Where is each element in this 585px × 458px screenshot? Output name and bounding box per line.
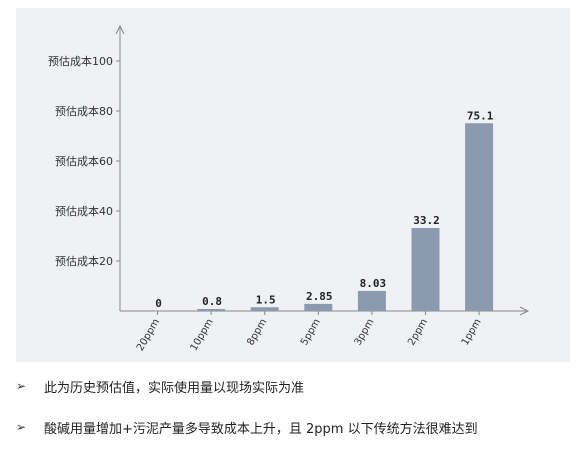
y-tick-label: 预估成本60 bbox=[55, 154, 113, 168]
note-text: 酸碱用量增加+污泥产量多导致成本上升，且 2ppm 以下传统方法很难达到 bbox=[44, 421, 478, 437]
chart-bar bbox=[357, 290, 386, 311]
data-label: 2.85 bbox=[306, 290, 333, 303]
chart-bar bbox=[465, 123, 494, 311]
arrow-bullet-icon: ➢ bbox=[16, 379, 27, 393]
chart-panel: 预估成本20 预估成本40 预估成本60 预估成本80 预估成本100 0 20ppm 0.8… bbox=[16, 8, 570, 362]
y-tick-label: 预估成本100 bbox=[48, 54, 113, 68]
data-label: 75.1 bbox=[467, 109, 494, 122]
chart-bar bbox=[250, 307, 279, 311]
y-tick-label: 预估成本40 bbox=[55, 204, 113, 218]
note-item: ➢ 此为历史预估值，实际使用量以现场实际为准 bbox=[16, 376, 576, 396]
arrow-bullet-icon: ➢ bbox=[16, 420, 27, 434]
x-axis-arrow-icon bbox=[519, 306, 530, 316]
y-tick-label: 预估成本80 bbox=[55, 104, 113, 118]
chart-bar bbox=[411, 228, 440, 311]
x-tick-label: 2ppm bbox=[406, 317, 430, 347]
note-text: 此为历史预估值，实际使用量以现场实际为准 bbox=[44, 380, 305, 396]
x-tick-label: 8ppm bbox=[245, 317, 269, 347]
y-tick-label: 预估成本20 bbox=[55, 254, 113, 268]
data-label: 0.8 bbox=[202, 295, 222, 308]
x-tick-label: 3ppm bbox=[353, 317, 377, 347]
note-item: ➢ 酸碱用量增加+污泥产量多导致成本上升，且 2ppm 以下传统方法很难达到 bbox=[16, 417, 576, 437]
data-label: 0 bbox=[155, 297, 162, 310]
chart-bar bbox=[304, 303, 333, 311]
data-label: 1.5 bbox=[256, 293, 276, 306]
x-tick-label: 10ppm bbox=[189, 317, 216, 353]
x-tick-label: 20ppm bbox=[135, 317, 162, 353]
chart-bar bbox=[197, 309, 226, 311]
y-axis-arrow-icon bbox=[115, 24, 125, 35]
data-label: 33.2 bbox=[413, 214, 440, 227]
notes-list: ➢ 此为历史预估值，实际使用量以现场实际为准 ➢ 酸碱用量增加+污泥产量多导致成… bbox=[16, 376, 576, 458]
data-label: 8.03 bbox=[360, 277, 387, 290]
x-tick-label: 1ppm bbox=[460, 317, 484, 347]
x-tick-label: 5ppm bbox=[299, 317, 323, 347]
bar-chart: 预估成本20 预估成本40 预估成本60 预估成本80 预估成本100 0 20ppm 0.8… bbox=[48, 24, 530, 353]
